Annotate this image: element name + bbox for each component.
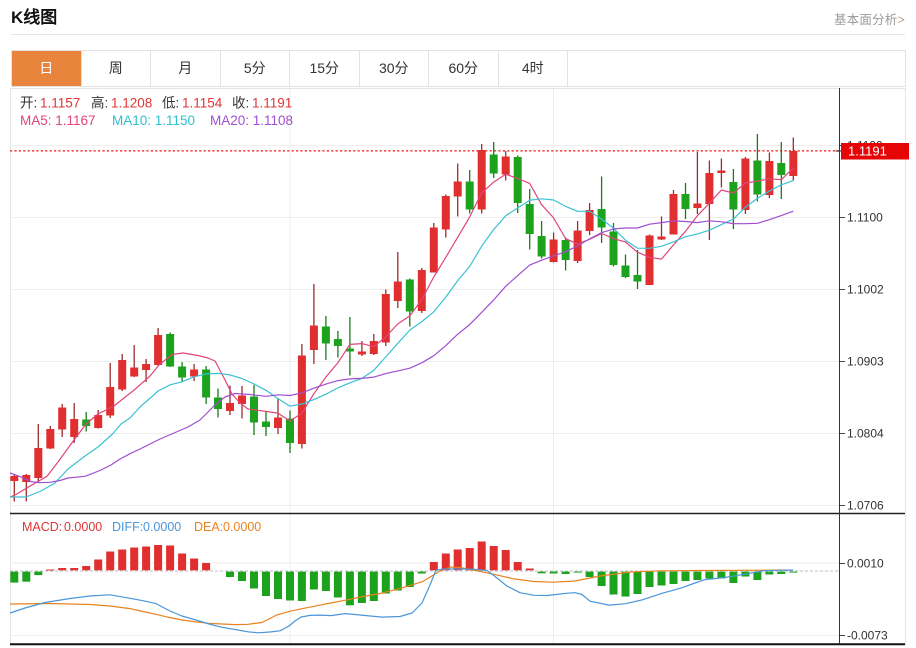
svg-text:1.1208: 1.1208 [111,96,152,111]
svg-text:0.0000: 0.0000 [64,520,102,534]
svg-text:MA10: 1.1150: MA10: 1.1150 [112,113,195,128]
svg-text:低:: 低: [162,96,179,111]
svg-text:0.0010: 0.0010 [847,557,884,571]
svg-text:高:: 高: [91,95,108,111]
svg-text:1.1157: 1.1157 [40,96,80,111]
svg-text:1.1154: 1.1154 [182,96,223,111]
svg-text:1.1191: 1.1191 [252,96,292,111]
svg-text:0.0000: 0.0000 [143,520,181,534]
svg-text:1.1191: 1.1191 [848,144,887,159]
svg-text:1.0903: 1.0903 [847,355,884,369]
svg-text:1.0706: 1.0706 [847,499,884,513]
svg-text:DIFF:: DIFF: [112,520,143,534]
svg-text:MACD:: MACD: [22,520,62,534]
svg-text:0.0000: 0.0000 [223,520,261,534]
svg-text:1.0804: 1.0804 [847,427,884,441]
svg-text:MA20: 1.1108: MA20: 1.1108 [210,113,293,128]
svg-text:MA5: 1.1167: MA5: 1.1167 [20,113,96,128]
svg-text:DEA:: DEA: [194,520,223,534]
svg-text:1.1002: 1.1002 [847,283,884,297]
svg-text:收:: 收: [232,96,249,111]
svg-text:-0.0073: -0.0073 [847,629,888,643]
svg-text:开:: 开: [20,96,37,111]
svg-text:1.1100: 1.1100 [847,211,883,225]
